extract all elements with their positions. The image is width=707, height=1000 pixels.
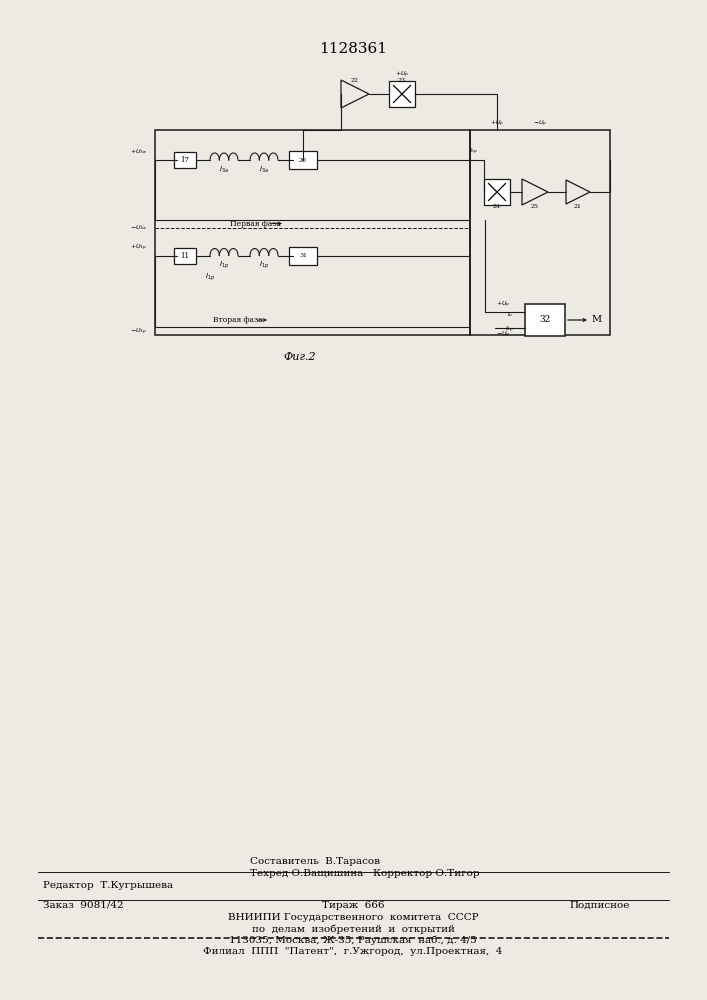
Bar <box>289 246 317 264</box>
Text: Заказ  9081/42: Заказ 9081/42 <box>43 900 124 910</box>
Text: $+U_{1p}$: $+U_{1p}$ <box>130 242 147 253</box>
Bar <box>470 130 610 335</box>
Text: по  делам  изобретений  и  открытий: по делам изобретений и открытий <box>252 924 455 934</box>
Text: $I_{1p}$: $I_{1p}$ <box>259 260 269 271</box>
Text: 21: 21 <box>574 205 582 210</box>
Text: $I_{1p}$: $I_{1p}$ <box>219 260 229 271</box>
Text: Редактор  Т.Кугрышева: Редактор Т.Кугрышева <box>43 882 173 890</box>
Text: M: M <box>592 316 602 324</box>
Text: 22: 22 <box>351 78 359 83</box>
Text: $-U_p$: $-U_p$ <box>533 119 547 129</box>
Text: 32: 32 <box>539 316 551 324</box>
Text: 113035, Москва, Ж-35, Раушская  наб., д. 4/5: 113035, Москва, Ж-35, Раушская наб., д. … <box>229 935 477 945</box>
Text: $I_u$: $I_u$ <box>507 311 513 319</box>
Text: $-U_p$: $-U_p$ <box>496 330 510 340</box>
Bar <box>389 81 415 107</box>
Text: Филиал  ППП  "Патент",  г.Ужгород,  ул.Проектная,  4: Филиал ППП "Патент", г.Ужгород, ул.Проек… <box>204 948 503 956</box>
Text: 23: 23 <box>398 78 406 83</box>
Text: 25: 25 <box>531 205 539 210</box>
Text: Техред О.Ващишина   Корректор О.Тигор: Техред О.Ващишина Корректор О.Тигор <box>250 869 479 879</box>
Text: 17: 17 <box>180 156 189 164</box>
Text: Составитель  В.Тарасов: Составитель В.Тарасов <box>250 857 380 866</box>
Text: $I_{1p}$: $I_{1p}$ <box>205 272 215 283</box>
Bar <box>174 152 196 168</box>
Text: $-U_{1p}$: $-U_{1p}$ <box>130 327 147 337</box>
Bar <box>484 179 510 205</box>
Text: $I_{3a}$: $I_{3a}$ <box>259 165 269 175</box>
Text: $-U_{3a}$: $-U_{3a}$ <box>130 223 147 232</box>
Bar <box>525 304 565 336</box>
Bar <box>289 151 317 169</box>
Text: $+U_p$: $+U_p$ <box>496 300 510 310</box>
Text: 31: 31 <box>299 253 307 258</box>
Bar <box>174 247 196 263</box>
Text: $I_{2p}$: $I_{2p}$ <box>506 325 515 335</box>
Bar <box>155 130 470 335</box>
Text: 1128361: 1128361 <box>319 42 387 56</box>
Text: 20: 20 <box>299 157 307 162</box>
Text: $I_{6p}$: $I_{6p}$ <box>469 147 479 157</box>
Text: Подписное: Подписное <box>570 900 630 910</box>
Text: Вторая фаза: Вторая фаза <box>214 316 263 324</box>
Text: 24: 24 <box>493 205 501 210</box>
Text: 11: 11 <box>180 251 189 259</box>
Text: $+U_p$: $+U_p$ <box>490 119 504 129</box>
Text: $I_{3a}$: $I_{3a}$ <box>219 165 229 175</box>
Text: $+U_p$: $+U_p$ <box>395 70 409 80</box>
Text: Тираж  666: Тираж 666 <box>322 900 384 910</box>
Text: $+U_{3a}$: $+U_{3a}$ <box>130 148 147 156</box>
Text: ВНИИПИ Государственного  комитета  СССР: ВНИИПИ Государственного комитета СССР <box>228 914 479 922</box>
Text: Фиг.2: Фиг.2 <box>284 352 316 362</box>
Text: Первая фаза: Первая фаза <box>230 220 281 228</box>
